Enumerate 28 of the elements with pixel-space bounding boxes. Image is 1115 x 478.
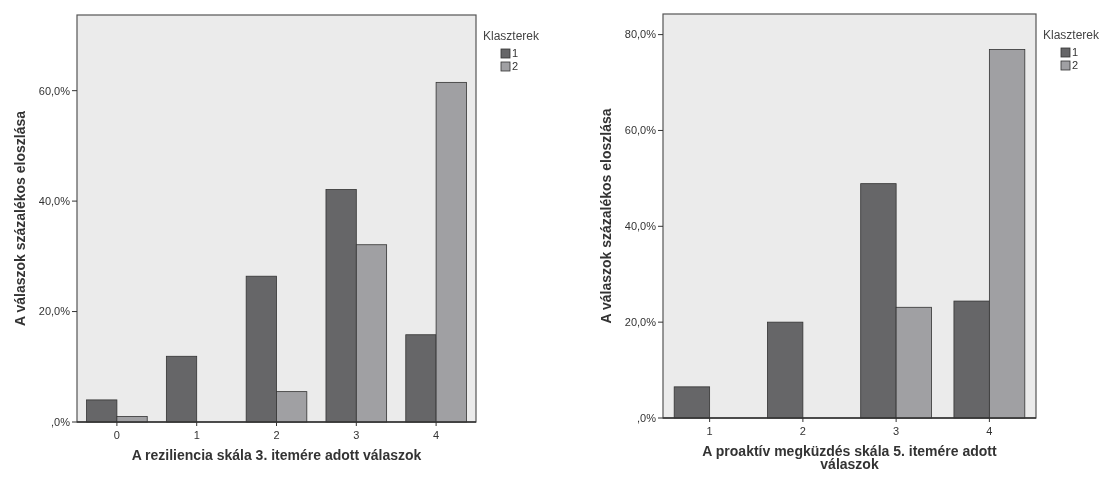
y-tick-label: 20,0% bbox=[38, 305, 71, 318]
y-tick-label: ,0% bbox=[51, 415, 71, 428]
x-tick-label: 2 bbox=[273, 429, 280, 441]
x-tick-label: 0 bbox=[113, 429, 120, 441]
legend-label: 2 bbox=[1072, 59, 1079, 72]
x-tick-label: 4 bbox=[433, 429, 440, 441]
y-tick-label: 40,0% bbox=[38, 194, 71, 207]
y-tick-label: 80,0% bbox=[624, 28, 657, 41]
y-tick-label: ,0% bbox=[637, 411, 657, 424]
x-tick-label: 3 bbox=[893, 425, 900, 437]
legend-label: 1 bbox=[1072, 46, 1079, 59]
x-tick-label: 1 bbox=[193, 429, 200, 441]
y-tick-label: 40,0% bbox=[624, 220, 657, 233]
x-tick-label: 2 bbox=[799, 425, 806, 437]
y-tick-label: 20,0% bbox=[624, 316, 657, 328]
y-axis-title: A válaszok százalékos eloszlása bbox=[597, 108, 614, 324]
x-tick-label: 4 bbox=[986, 425, 993, 437]
y-tick-label: 60,0% bbox=[624, 124, 657, 137]
x-axis-title: A reziliencia skála 3. itemére adott válaszok bbox=[131, 447, 422, 463]
x-axis-title: A proaktív megküzdés skála 5. itemére adott válaszok bbox=[702, 443, 998, 472]
x-tick-label: 1 bbox=[706, 425, 713, 437]
legend-title: Klaszterek bbox=[483, 29, 541, 43]
x-tick-label: 3 bbox=[353, 429, 360, 441]
y-tick-label: 60,0% bbox=[38, 84, 71, 97]
legend-title: Klaszterek bbox=[1043, 28, 1101, 42]
legend-label: 2 bbox=[512, 60, 519, 73]
y-axis-title: A válaszok százalékos eloszlása bbox=[11, 110, 28, 327]
legend-label: 1 bbox=[512, 47, 519, 60]
